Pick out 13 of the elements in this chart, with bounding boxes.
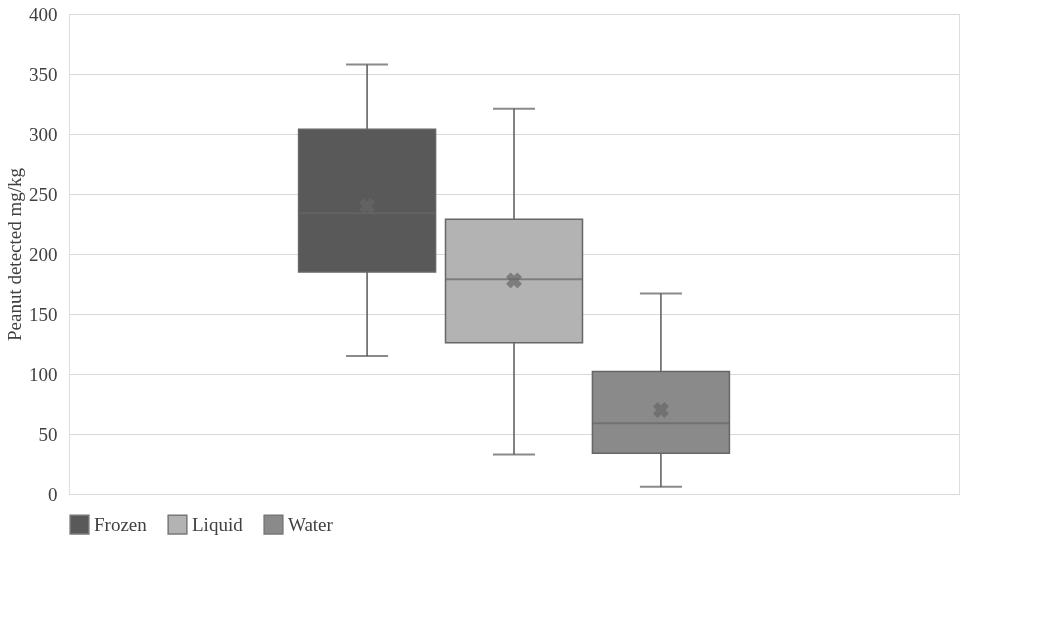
y-tick-label: 350 [29, 63, 58, 85]
y-tick-label: 50 [38, 423, 58, 445]
legend-label: Frozen [94, 513, 148, 535]
y-tick-label: 300 [29, 123, 58, 145]
y-axis-title: Peanut detected mg/kg [4, 167, 25, 342]
y-tick-label: 150 [29, 303, 58, 325]
legend-label: Water [288, 513, 334, 535]
y-tick-label: 100 [29, 363, 58, 385]
legend-label: Liquid [192, 513, 244, 535]
y-tick-label: 0 [48, 483, 58, 505]
y-tick-label: 250 [29, 183, 58, 205]
y-tick-label: 200 [29, 243, 58, 265]
y-tick-label: 400 [29, 3, 58, 25]
